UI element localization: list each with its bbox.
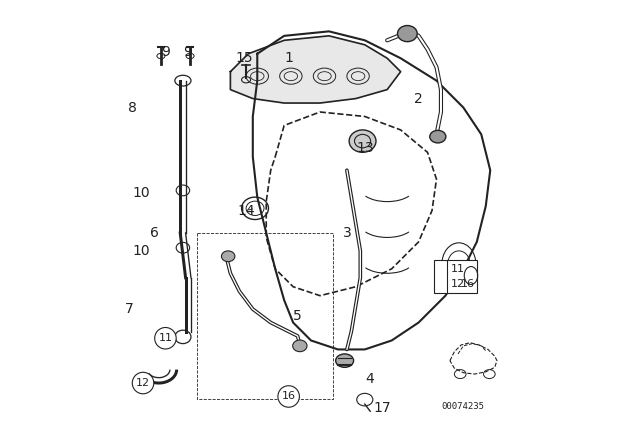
Text: 10: 10 xyxy=(132,244,150,258)
Text: 16: 16 xyxy=(461,279,475,289)
Text: 11: 11 xyxy=(451,264,465,274)
Circle shape xyxy=(155,327,176,349)
Ellipse shape xyxy=(397,26,417,42)
FancyBboxPatch shape xyxy=(435,260,477,293)
Text: 4: 4 xyxy=(365,371,374,386)
Ellipse shape xyxy=(221,251,235,262)
Text: 2: 2 xyxy=(414,91,423,106)
Text: 14: 14 xyxy=(237,203,255,218)
Circle shape xyxy=(132,372,154,394)
Ellipse shape xyxy=(292,340,307,352)
Text: 13: 13 xyxy=(356,141,374,155)
Ellipse shape xyxy=(349,130,376,152)
Polygon shape xyxy=(230,36,401,103)
Text: 8: 8 xyxy=(128,100,137,115)
Ellipse shape xyxy=(336,354,354,367)
Circle shape xyxy=(278,386,300,407)
Text: 9: 9 xyxy=(161,44,170,59)
Ellipse shape xyxy=(430,130,446,143)
Text: 6: 6 xyxy=(150,226,159,240)
Text: 00074235: 00074235 xyxy=(442,402,485,411)
Text: 15: 15 xyxy=(235,51,253,65)
Text: 5: 5 xyxy=(293,309,302,323)
Text: 10: 10 xyxy=(132,185,150,200)
Text: 9: 9 xyxy=(184,44,192,59)
Text: 12: 12 xyxy=(136,378,150,388)
Text: 1: 1 xyxy=(284,51,293,65)
Text: 12: 12 xyxy=(451,279,465,289)
Text: 7: 7 xyxy=(125,302,134,316)
Text: 11: 11 xyxy=(159,333,172,343)
Text: 17: 17 xyxy=(374,401,392,415)
Text: 3: 3 xyxy=(342,226,351,240)
Text: 16: 16 xyxy=(282,392,296,401)
